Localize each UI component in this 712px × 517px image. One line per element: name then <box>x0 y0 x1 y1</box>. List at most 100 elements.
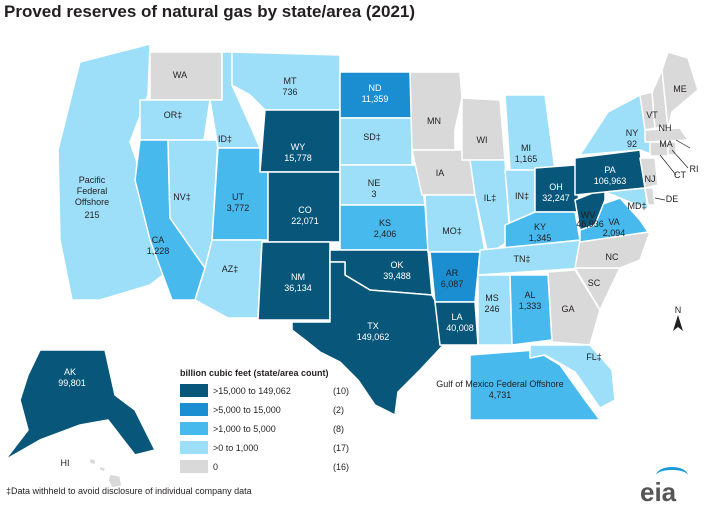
region-de <box>644 187 656 206</box>
label-tx-name: TX <box>367 321 379 331</box>
label-de-name: DE <box>666 194 679 204</box>
region-fl <box>529 344 616 409</box>
label-al-value: 1,333 <box>519 301 542 311</box>
label-gom-value: 4,731 <box>489 390 512 400</box>
legend-count: (16) <box>333 461 350 472</box>
label-va-value: 2,094 <box>603 228 626 238</box>
legend-count: (17) <box>333 442 350 453</box>
legend-label: >15,000 to 149,062 <box>213 385 291 396</box>
label-hi-name: HI <box>61 458 70 468</box>
label-nv-name: NV‡ <box>173 192 191 202</box>
label-ms-name: MS <box>485 293 499 303</box>
compass-label: N <box>674 305 682 315</box>
region-or <box>139 99 211 141</box>
label-wy-value: 15,778 <box>284 153 312 163</box>
region-md <box>604 187 649 211</box>
legend-label: >1,000 to 5,000 <box>213 423 276 434</box>
region-ct <box>649 141 669 157</box>
legend-count: (10) <box>333 385 350 396</box>
label-wy-name: WY <box>291 142 306 152</box>
legend-swatch <box>180 403 208 416</box>
label-oh-name: OH <box>549 182 563 192</box>
label-ut-name: UT <box>232 192 244 202</box>
label-nh-name: NH <box>659 123 672 133</box>
legend-item: 0 (16) <box>180 457 480 476</box>
legend-item: >5,000 to 15,000 (2) <box>180 400 480 419</box>
label-tx-value: 149,062 <box>357 332 390 342</box>
legend-label: 0 <box>213 461 219 472</box>
logo-arc-icon <box>656 467 688 484</box>
label-ny-value: 92 <box>627 139 637 149</box>
legend-label: >0 to 1,000 <box>213 442 259 453</box>
legend-swatch <box>180 422 208 435</box>
label-pa-name: PA <box>604 165 615 175</box>
region-me <box>661 51 699 129</box>
label-id-name: ID‡ <box>218 134 232 144</box>
label-ut-value: 3,772 <box>227 203 250 213</box>
region-ak <box>4 349 156 461</box>
label-nc-name: NC <box>606 252 619 262</box>
label-wi-name: WI <box>477 135 488 145</box>
label-ne-name: NE <box>368 178 381 188</box>
label-me-name: ME <box>673 84 687 94</box>
label-ca-name: CA <box>152 235 165 245</box>
region-mo <box>424 194 486 253</box>
label-fl-name: FL‡ <box>586 352 602 362</box>
label-ky-value: 1,345 <box>529 233 552 243</box>
region-ne <box>339 164 426 206</box>
label-mi-value: 1,165 <box>515 154 538 164</box>
label-or-name: OR‡ <box>164 110 183 120</box>
label-mo-name: MO‡ <box>442 226 462 236</box>
label-al-name: AL <box>524 290 535 300</box>
label-wv-value: 46,936 <box>576 219 604 229</box>
region-mn <box>409 71 463 151</box>
label-mt-value: 736 <box>282 87 297 97</box>
legend-swatch <box>180 384 208 397</box>
region-az <box>194 239 263 319</box>
label-ia-name: IA <box>436 168 445 178</box>
leader-lines <box>654 139 691 201</box>
legend-count: (2) <box>333 404 344 415</box>
label-pac-line2: Federal <box>77 186 108 196</box>
label-la-value: 40,008 <box>446 323 474 333</box>
legend-item: >0 to 1,000 (17) <box>180 438 480 457</box>
label-sd-name: SD‡ <box>363 132 381 142</box>
label-ms-value: 246 <box>484 304 499 314</box>
region-wi <box>461 97 506 161</box>
label-az-name: AZ‡ <box>222 264 239 274</box>
label-gom-name: Gulf of Mexico Federal Offshore <box>436 379 563 389</box>
label-ar-value: 6,087 <box>441 279 464 289</box>
label-co-name: CO <box>298 205 312 215</box>
label-in-name: IN‡ <box>515 191 529 201</box>
label-ct-name: CT <box>674 170 686 180</box>
label-sc-name: SC <box>588 278 601 288</box>
label-ny-name: NY <box>626 128 639 138</box>
label-ks-value: 2,406 <box>374 229 397 239</box>
label-co-value: 22,071 <box>291 216 319 226</box>
label-wv-name: WV <box>581 210 596 220</box>
region-gulf-offshore <box>469 349 601 421</box>
eia-logo: eia <box>640 477 677 507</box>
label-nj-name: NJ <box>645 174 656 184</box>
label-pac-line3: Offshore <box>75 197 109 207</box>
label-mi-name: MI <box>521 143 531 153</box>
label-ca-value: 1,228 <box>147 246 170 256</box>
footnote: ‡Data withheld to avoid disclosure of in… <box>6 486 252 496</box>
legend-label: >5,000 to 15,000 <box>213 404 281 415</box>
region-ky <box>504 211 581 249</box>
legend-title: billion cubic feet (state/area count) <box>180 368 329 378</box>
label-pa-value: 106,963 <box>594 176 627 186</box>
label-pac-line1: Pacific <box>79 175 106 185</box>
legend-count: (8) <box>333 423 344 434</box>
label-ma-name: MA <box>659 139 673 149</box>
label-wa-name: WA <box>173 70 187 80</box>
region-nj <box>639 157 659 189</box>
label-ak-value: 99,801 <box>58 378 86 388</box>
label-ga-name: GA <box>561 304 574 314</box>
label-nd-name: ND <box>369 83 382 93</box>
legend-swatch <box>180 460 208 473</box>
label-ri-name: RI <box>690 164 699 174</box>
label-oh-value: 32,247 <box>542 193 570 203</box>
label-ar-name: AR <box>446 268 459 278</box>
legend-swatch <box>180 441 208 454</box>
